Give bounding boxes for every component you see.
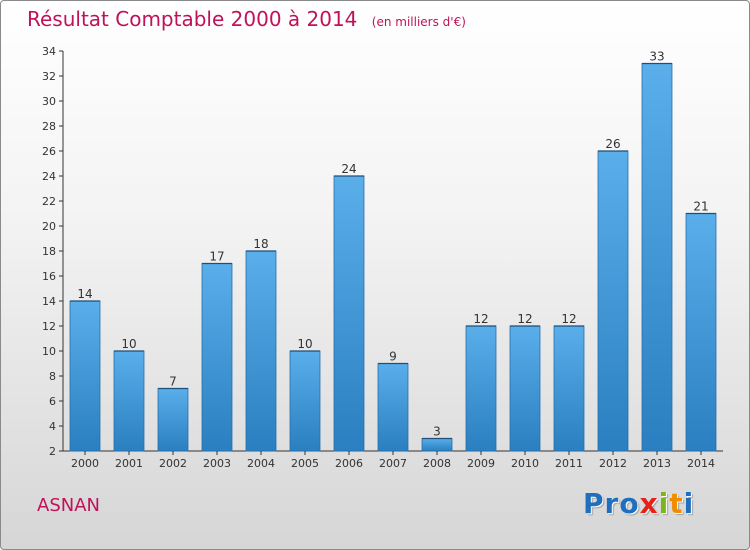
y-tick-label: 32 bbox=[42, 70, 56, 83]
data-label: 10 bbox=[121, 337, 136, 351]
bar bbox=[333, 175, 365, 452]
x-tick-label: 2000 bbox=[71, 457, 99, 470]
bar bbox=[553, 325, 585, 452]
bar bbox=[201, 263, 233, 452]
x-tick-label: 2013 bbox=[643, 457, 671, 470]
bar bbox=[113, 350, 145, 452]
y-tick-label: 28 bbox=[42, 120, 56, 133]
bar bbox=[69, 300, 101, 452]
y-tick-label: 10 bbox=[42, 345, 56, 358]
x-tick-label: 2001 bbox=[115, 457, 143, 470]
y-tick-label: 18 bbox=[42, 245, 56, 258]
x-tick-label: 2004 bbox=[247, 457, 275, 470]
bar bbox=[641, 63, 673, 452]
data-label: 33 bbox=[649, 50, 664, 64]
bar bbox=[157, 388, 189, 452]
x-tick-label: 2006 bbox=[335, 457, 363, 470]
y-tick-label: 34 bbox=[42, 45, 56, 58]
y-tick-label: 26 bbox=[42, 145, 56, 158]
x-tick-label: 2005 bbox=[291, 457, 319, 470]
data-label: 3 bbox=[433, 425, 441, 439]
data-label: 12 bbox=[517, 312, 532, 326]
x-tick-label: 2010 bbox=[511, 457, 539, 470]
data-label: 7 bbox=[169, 375, 177, 389]
y-tick-label: 24 bbox=[42, 170, 56, 183]
bar bbox=[509, 325, 541, 452]
bar bbox=[377, 363, 409, 452]
bar bbox=[245, 250, 277, 452]
bar bbox=[685, 213, 717, 452]
data-label: 12 bbox=[473, 312, 488, 326]
y-tick-label: 16 bbox=[42, 270, 56, 283]
x-tick-label: 2002 bbox=[159, 457, 187, 470]
logo-letter: i bbox=[683, 487, 695, 520]
y-tick-label: 8 bbox=[49, 370, 56, 383]
chart-subtitle: (en milliers d'€) bbox=[371, 15, 466, 29]
bar bbox=[289, 350, 321, 452]
data-label: 9 bbox=[389, 350, 397, 364]
bar bbox=[421, 438, 453, 452]
chart-title-text: Résultat Comptable 2000 à 2014 bbox=[27, 7, 358, 31]
x-tick-label: 2011 bbox=[555, 457, 583, 470]
logo-letter: i bbox=[658, 487, 670, 520]
y-tick-label: 14 bbox=[42, 295, 56, 308]
y-tick-label: 6 bbox=[49, 395, 56, 408]
data-label: 18 bbox=[253, 237, 268, 251]
y-tick-label: 4 bbox=[49, 420, 56, 433]
data-label: 12 bbox=[561, 312, 576, 326]
x-tick-label: 2008 bbox=[423, 457, 451, 470]
logo-letter: o bbox=[619, 487, 640, 520]
x-tick-label: 2003 bbox=[203, 457, 231, 470]
data-label: 21 bbox=[693, 200, 708, 214]
bar bbox=[597, 150, 629, 452]
chart-title: Résultat Comptable 2000 à 2014 (en milli… bbox=[27, 7, 466, 31]
y-tick-label: 20 bbox=[42, 220, 56, 233]
commune-name: ASNAN bbox=[37, 495, 100, 516]
bar bbox=[465, 325, 497, 452]
proxiti-logo: Proxiti bbox=[583, 487, 694, 520]
data-label: 14 bbox=[77, 287, 92, 301]
x-tick-label: 2014 bbox=[687, 457, 715, 470]
logo-letter: r bbox=[604, 487, 620, 520]
x-tick-label: 2007 bbox=[379, 457, 407, 470]
y-tick-label: 2 bbox=[49, 445, 56, 458]
x-tick-label: 2009 bbox=[467, 457, 495, 470]
data-label: 24 bbox=[341, 162, 356, 176]
y-tick-label: 30 bbox=[42, 95, 56, 108]
data-label: 10 bbox=[297, 337, 312, 351]
y-tick-label: 12 bbox=[42, 320, 56, 333]
data-label: 17 bbox=[209, 250, 224, 264]
x-tick-label: 2012 bbox=[599, 457, 627, 470]
logo-letter: t bbox=[669, 487, 684, 520]
data-label: 26 bbox=[605, 137, 620, 151]
y-tick-label: 22 bbox=[42, 195, 56, 208]
logo-letter: P bbox=[583, 487, 605, 520]
logo-letter: x bbox=[639, 487, 659, 520]
